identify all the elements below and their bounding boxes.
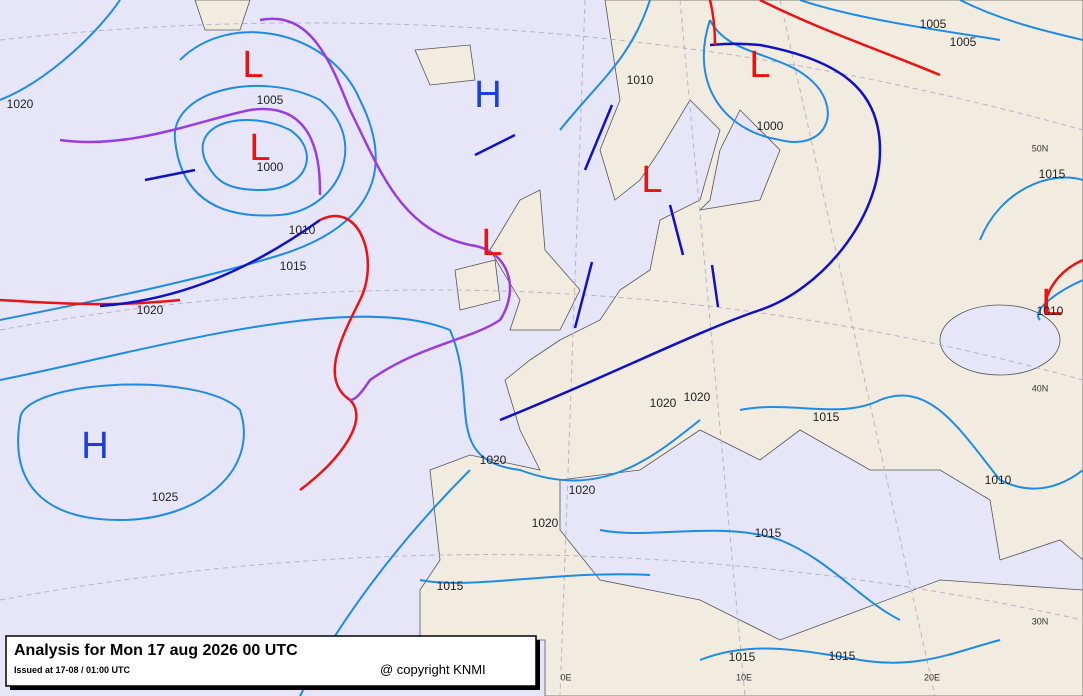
low-center: L [249,127,270,169]
isobar-label: 1025 [152,490,179,504]
grid-label: 20E [924,672,940,682]
isobar-label: 1015 [1039,167,1066,181]
high-center: H [474,74,501,116]
high-center: H [81,425,108,467]
isobar-label: 1015 [729,650,756,664]
isobar-label: 1020 [480,453,507,467]
isobar-label: 1020 [7,97,34,111]
low-center: L [242,44,263,86]
grid-labels: 50N 40N 30N 0E 10E 20E [560,143,1048,682]
isobar-label: 1010 [627,73,654,87]
isobar-label: 1015 [829,649,856,663]
isobar-label: 1005 [950,35,977,49]
isobar-label: 1020 [684,390,711,404]
footer-title: Analysis for Mon 17 aug 2026 00 UTC [14,642,298,659]
isobar-label: 1020 [532,516,559,530]
low-center: L [481,222,502,264]
low-center: L [641,159,662,201]
low-center: L [749,44,770,86]
isobar-label: 1005 [920,17,947,31]
isobar-label: 1020 [569,483,596,497]
isobar-label: 1005 [257,93,284,107]
grid-label: 0E [560,672,571,682]
isobar-label: 1010 [985,473,1012,487]
footer-copyright: @ copyright KNMI [380,662,486,677]
isobar-label: 1000 [257,160,284,174]
fronts [0,0,1083,491]
isobar-label: 1015 [813,410,840,424]
pressure-centers: L L H L L L L H [81,44,1062,467]
footer-box [5,635,537,687]
footer: Analysis for Mon 17 aug 2026 00 UTC Issu… [5,635,540,690]
isobar-label: 1020 [650,396,677,410]
isobar-label: 1010 [1037,304,1064,318]
isobar-label: 1000 [757,119,784,133]
isobar-label: 1015 [755,526,782,540]
isobar-label: 1015 [437,579,464,593]
isobar-labels: 1005 1000 1010 1015 1020 1025 1010 1000 … [7,17,1066,664]
isobar-label: 1010 [289,223,316,237]
grid-label: 10E [736,672,752,682]
grid-label: 40N [1032,383,1049,393]
grid-label: 30N [1032,616,1049,626]
isobar-label: 1015 [280,259,307,273]
inland-seas [559,109,1083,641]
footer-issued: Issued at 17-08 / 01:00 UTC [14,665,131,675]
isobar-label: 1020 [137,303,164,317]
grid-label: 50N [1032,143,1049,153]
low-center: L [1041,282,1062,324]
